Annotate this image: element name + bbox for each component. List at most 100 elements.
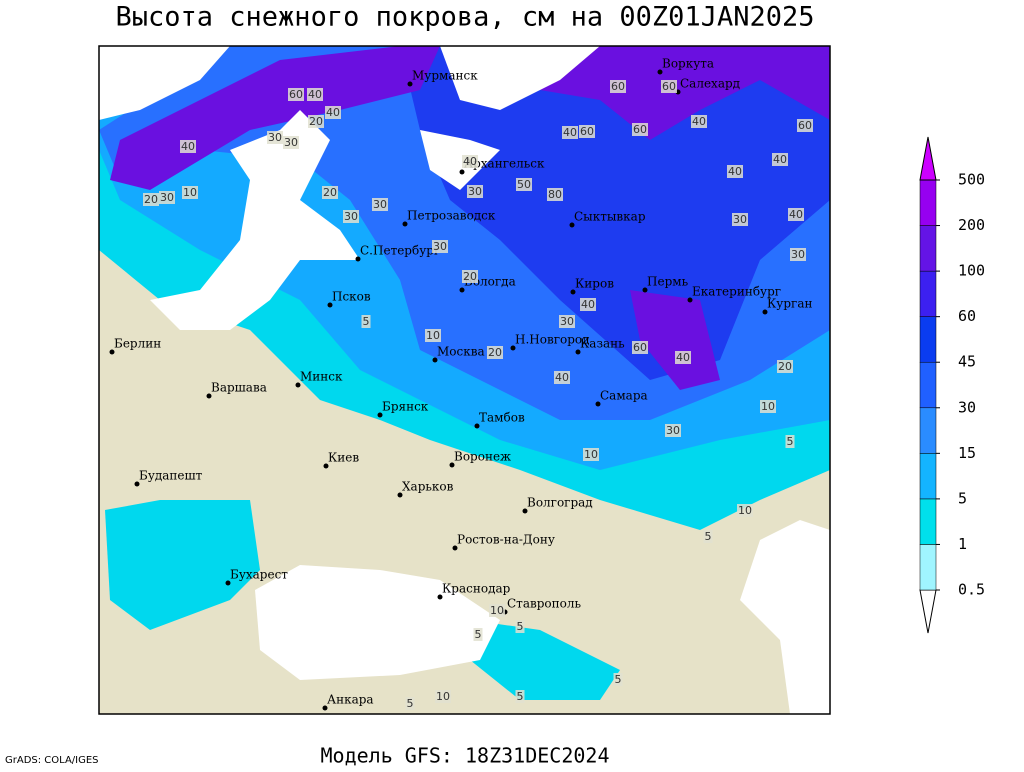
contour-label-bg xyxy=(632,123,648,136)
city-dot xyxy=(323,463,329,469)
snow-area xyxy=(400,46,830,380)
contour-label: 20 xyxy=(488,346,502,359)
city-dot xyxy=(510,345,516,351)
city-label: Сыктывкар xyxy=(574,210,646,224)
contour-label: 40 xyxy=(326,106,340,119)
contour-label-bg xyxy=(583,448,599,461)
city-dot xyxy=(657,69,663,75)
contour-label-bg xyxy=(665,424,681,437)
contour-label-bg xyxy=(283,136,299,149)
snow-area xyxy=(470,620,620,700)
city-label: Варшава xyxy=(211,381,267,395)
contour-label-bg xyxy=(435,690,451,703)
contour-label-bg xyxy=(462,155,478,168)
contour-label-bg xyxy=(361,315,371,328)
city-dot xyxy=(569,222,575,228)
contour-label-bg xyxy=(580,298,596,311)
title: Высота снежного покрова, см на 00Z01JAN2… xyxy=(116,2,815,33)
sea xyxy=(255,565,500,680)
contour-label: 40 xyxy=(555,371,569,384)
colorbar-end xyxy=(919,589,937,634)
contour-label: 10 xyxy=(183,186,197,199)
contour-label-bg xyxy=(785,435,795,448)
contour-label: 30 xyxy=(791,248,805,261)
contour-label-bg xyxy=(516,178,532,191)
credit: GrADS: COLA/IGES xyxy=(5,755,99,766)
contour-label-bg xyxy=(308,115,324,128)
city-label: Воронеж xyxy=(454,450,511,464)
contour-label: 20 xyxy=(323,186,337,199)
contour-label-bg xyxy=(777,360,793,373)
colorbar-end xyxy=(919,136,937,181)
contour-label-bg xyxy=(797,119,813,132)
city-label: Киров xyxy=(575,277,614,291)
contour-label: 40 xyxy=(789,208,803,221)
contour-label: 5 xyxy=(517,620,524,633)
colorbar-segment xyxy=(919,361,937,409)
contour-label: 10 xyxy=(584,448,598,461)
colorbar-segment xyxy=(919,544,937,591)
city-label: Петрозаводск xyxy=(407,209,496,223)
contour-label: 30 xyxy=(284,136,298,149)
city-dot xyxy=(109,349,115,355)
contour-label-bg xyxy=(467,185,483,198)
contour-label: 40 xyxy=(581,298,595,311)
city-dot xyxy=(474,423,480,429)
contour-label: 60 xyxy=(580,125,594,138)
contour-label: 20 xyxy=(778,360,792,373)
contour-label-bg xyxy=(661,80,677,93)
contour-label: 10 xyxy=(738,504,752,517)
contour-label: 60 xyxy=(611,80,625,93)
colorbar-label: 0.5 xyxy=(958,581,985,599)
contour-label: 5 xyxy=(787,435,794,448)
city-label: Берлин xyxy=(114,337,161,351)
contour-label: 40 xyxy=(692,115,706,128)
contour-label: 40 xyxy=(728,165,742,178)
snow-area xyxy=(105,500,260,630)
city-dot xyxy=(437,594,443,600)
contour-label-bg xyxy=(182,186,198,199)
contour-label: 20 xyxy=(144,193,158,206)
contour-label-bg xyxy=(462,270,478,283)
colorbar-label: 15 xyxy=(958,444,976,462)
city-dot xyxy=(452,545,458,551)
contour-label: 30 xyxy=(268,131,282,144)
contour-label: 40 xyxy=(308,88,322,101)
city-dot xyxy=(595,401,601,407)
city-dot xyxy=(459,169,465,175)
contour-label-bg xyxy=(760,400,776,413)
contour-label-bg xyxy=(343,210,359,223)
colorbar-segment xyxy=(919,316,937,363)
sea xyxy=(420,130,500,190)
colorbar-segment xyxy=(919,225,937,272)
contour-label: 60 xyxy=(798,119,812,132)
contour-label-bg xyxy=(432,240,448,253)
sea xyxy=(150,110,360,330)
city-dot xyxy=(322,705,328,711)
contour-label-bg xyxy=(703,530,713,543)
contour-label-bg xyxy=(267,131,283,144)
city-label: Ростов-на-Дону xyxy=(457,533,555,547)
contour-label-bg xyxy=(579,125,595,138)
city-label: Казань xyxy=(580,337,625,351)
city-dot xyxy=(377,412,383,418)
city-dot xyxy=(432,357,438,363)
contour-label: 10 xyxy=(490,604,504,617)
contour-label: 60 xyxy=(633,341,647,354)
contour-label-bg xyxy=(675,351,691,364)
contour-label-bg xyxy=(737,504,753,517)
contour-label-bg xyxy=(554,371,570,384)
city-label: Воркута xyxy=(662,57,714,71)
contour-label-bg xyxy=(790,248,806,261)
colorbar-label: 60 xyxy=(958,307,976,325)
city-dot xyxy=(397,492,403,498)
contour-label: 10 xyxy=(436,690,450,703)
contour-label-bg xyxy=(180,140,196,153)
city-dot xyxy=(449,462,455,468)
contour-label: 5 xyxy=(517,690,524,703)
contour-label: 40 xyxy=(181,140,195,153)
sea xyxy=(99,46,230,120)
colorbar-label: 30 xyxy=(958,398,976,416)
contour-label: 60 xyxy=(289,88,303,101)
city-dot xyxy=(762,309,768,315)
